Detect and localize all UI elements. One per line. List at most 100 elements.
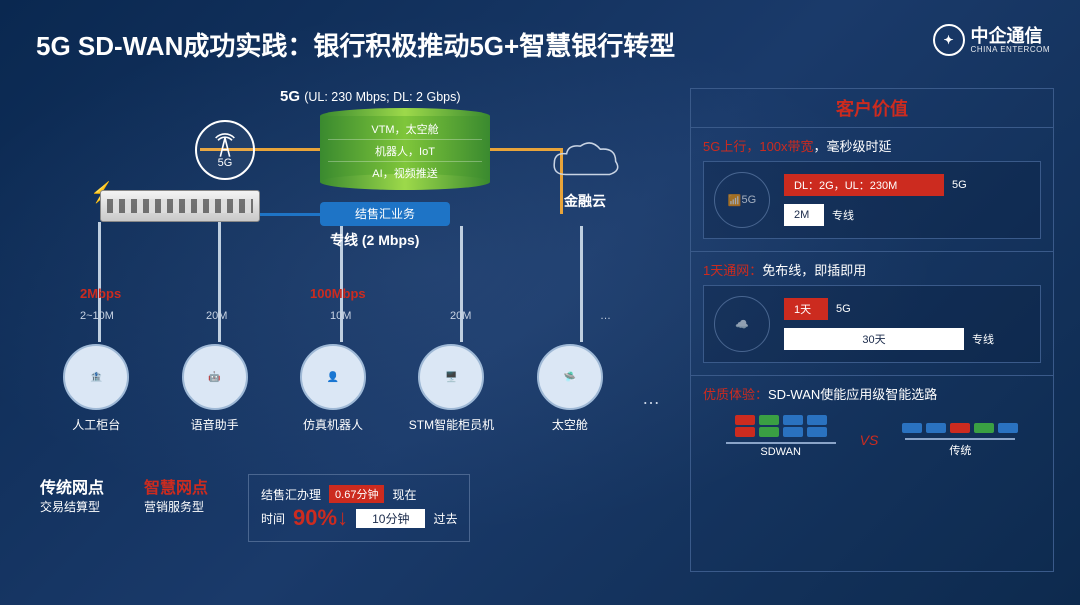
endpoint-2-icon: 👤 xyxy=(300,344,366,410)
cmp-top-label: 结售汇办理 xyxy=(261,486,321,503)
slide-title: 5G SD-WAN成功实践：银行积极推动5G+智慧银行转型 xyxy=(36,26,675,63)
logo-en: CHINA ENTERCOM xyxy=(971,45,1050,54)
cmp-bot-label: 时间 xyxy=(261,510,285,527)
sec2-bar1-tag: 5G xyxy=(836,303,851,315)
wire-router-blue xyxy=(260,213,320,216)
cmp-bot-value: 10分钟 xyxy=(356,509,425,528)
5g-tower-icon: 5G xyxy=(195,120,255,180)
sec2-head-rest: 免布线，即插即用 xyxy=(762,263,866,278)
logo-cn: 中企通信 xyxy=(971,27,1050,45)
network-diagram: ⚡ 5G 5G (UL: 230 Mbps; DL: 2 Gbps) VTM，太… xyxy=(40,80,660,560)
cmp-bot-big: 90%↓ xyxy=(293,505,348,531)
endpoint-4-label: 太空舱 xyxy=(552,416,588,433)
sec1-bar1-red: DL：2G，UL：230M xyxy=(784,174,944,196)
endpoint-4: 🛸 太空舱 xyxy=(524,344,616,433)
sec1-card: 📶5G DL：2G，UL：230M 5G 2M 专线 xyxy=(703,161,1041,239)
compare-right: 智慧网点 营销服务型 xyxy=(144,474,208,515)
cmp-top-note: 现在 xyxy=(392,486,416,503)
cmp-left-sub: 交易结算型 xyxy=(40,498,104,515)
wire-drop-1 xyxy=(98,222,101,342)
cyl-row-0: VTM，太空舱 xyxy=(328,120,482,140)
cmp-left-title: 传统网点 xyxy=(40,474,104,498)
fiveg-spec-label: 5G (UL: 230 Mbps; DL: 2 Gbps) xyxy=(280,88,461,105)
endpoint-4-icon: 🛸 xyxy=(537,344,603,410)
sec1-bar-leased: 2M 专线 xyxy=(784,204,1030,226)
brand-logo: ✦ 中企通信 CHINA ENTERCOM xyxy=(933,24,1050,56)
sec1-bar-5g: DL：2G，UL：230M 5G xyxy=(784,174,1030,196)
compare-metrics-box: 结售汇办理 0.67分钟 现在 时间 90%↓ 10分钟 过去 xyxy=(248,474,470,542)
leased-line-label: 专线 (2 Mbps) xyxy=(330,230,419,250)
compare-left: 传统网点 交易结算型 xyxy=(40,474,104,515)
value-title: 客户价值 xyxy=(691,89,1053,128)
sec3-lanes: SDWAN VS 传统 xyxy=(703,409,1041,458)
cloud-label: 金融云 xyxy=(530,191,640,211)
value-sec-2: 1天通网：免布线，即插即用 ☁️ 1天 5G 30天 专线 xyxy=(691,252,1053,376)
endpoint-1-icon: 🤖 xyxy=(182,344,248,410)
tower-label: 5G xyxy=(218,157,233,169)
cmp-right-sub: 营销服务型 xyxy=(144,498,208,515)
logo-mark-icon: ✦ xyxy=(933,24,965,56)
wire-drop-2 xyxy=(218,222,221,342)
fiveg-spec: (UL: 230 Mbps; DL: 2 Gbps) xyxy=(304,90,460,104)
sec2-bar-leased: 30天 专线 xyxy=(784,328,1030,350)
cmp-bot-note: 过去 xyxy=(433,510,457,527)
sec2-head-red: 1天通网： xyxy=(703,263,762,278)
bw-small-0: 2~10M xyxy=(80,310,114,322)
sec3-head-rest: SD-WAN使能应用级智能选路 xyxy=(768,387,937,402)
cmp-right-title: 智慧网点 xyxy=(144,474,208,498)
router-device xyxy=(100,190,260,222)
endpoint-1-label: 语音助手 xyxy=(191,416,239,433)
sec3-head-red: 优质体验： xyxy=(703,387,768,402)
service-cylinder: VTM，太空舱 机器人，IoT AI，视频推送 xyxy=(320,108,490,190)
endpoint-3-icon: 🖥️ xyxy=(418,344,484,410)
wire-drop-5 xyxy=(580,226,583,342)
lane-left-label: SDWAN xyxy=(760,446,801,458)
sec1-tower-icon: 📶5G xyxy=(714,172,770,228)
fx-business-pill: 结售汇业务 xyxy=(320,202,450,226)
sec2-head: 1天通网：免布线，即插即用 xyxy=(703,260,1041,279)
sec1-head-red: 5G上行，100x带宽 xyxy=(703,139,814,154)
bw-small-3: 20M xyxy=(450,310,471,322)
fiveg-text: 5G xyxy=(280,88,300,105)
sec2-cloud-icon: ☁️ xyxy=(714,296,770,352)
sec1-bar2-tag: 专线 xyxy=(832,207,854,223)
sec2-bar2-tag: 专线 xyxy=(972,331,994,347)
cmp-top-badge: 0.67分钟 xyxy=(329,485,384,503)
value-sec-1: 5G上行，100x带宽，毫秒级时延 📶5G DL：2G，UL：230M 5G 2… xyxy=(691,128,1053,252)
sec2-bar2-white: 30天 xyxy=(784,328,964,350)
sec1-head-rest: ，毫秒级时延 xyxy=(814,139,892,154)
sec2-bar1-red: 1天 xyxy=(784,298,828,320)
bw-red-left: 2Mbps xyxy=(80,286,121,301)
sec2-card: ☁️ 1天 5G 30天 专线 xyxy=(703,285,1041,363)
cyl-row-2: AI，视频推送 xyxy=(328,164,482,184)
bw-small-4: … xyxy=(600,310,611,322)
sec2-bar-5g: 1天 5G xyxy=(784,298,1030,320)
wire-drop-4 xyxy=(460,226,463,342)
lane-right-label: 传统 xyxy=(949,442,971,458)
value-sec-3: 优质体验：SD-WAN使能应用级智能选路 SDWAN VS 传统 xyxy=(691,376,1053,470)
endpoint-row: 🏦 人工柜台 🤖 语音助手 👤 仿真机器人 🖥️ STM智能柜员机 🛸 太空舱 … xyxy=(40,344,660,433)
endpoint-1: 🤖 语音助手 xyxy=(168,344,260,433)
endpoint-more-icon: … xyxy=(642,388,660,409)
sec1-bar1-tag: 5G xyxy=(952,179,967,191)
bw-small-2: 10M xyxy=(330,310,351,322)
endpoint-3: 🖥️ STM智能柜员机 xyxy=(405,344,497,433)
endpoint-2: 👤 仿真机器人 xyxy=(287,344,379,433)
endpoint-2-label: 仿真机器人 xyxy=(303,416,363,433)
bw-small-1: 20M xyxy=(206,310,227,322)
vs-label: VS xyxy=(860,432,879,458)
endpoint-0: 🏦 人工柜台 xyxy=(50,344,142,433)
sec3-head: 优质体验：SD-WAN使能应用级智能选路 xyxy=(703,384,1041,403)
endpoint-3-label: STM智能柜员机 xyxy=(409,416,494,433)
finance-cloud: 金融云 xyxy=(530,140,640,211)
sec1-head: 5G上行，100x带宽，毫秒级时延 xyxy=(703,136,1041,155)
compare-section: 传统网点 交易结算型 智慧网点 营销服务型 结售汇办理 0.67分钟 现在 时间… xyxy=(40,474,470,542)
sec1-bar2-white: 2M xyxy=(784,204,824,226)
lane-traditional: 传统 xyxy=(902,423,1018,458)
customer-value-panel: 客户价值 5G上行，100x带宽，毫秒级时延 📶5G DL：2G，UL：230M… xyxy=(690,88,1054,572)
endpoint-0-icon: 🏦 xyxy=(63,344,129,410)
cyl-row-1: 机器人，IoT xyxy=(328,142,482,162)
endpoint-0-label: 人工柜台 xyxy=(72,416,120,433)
bw-red-right: 100Mbps xyxy=(310,286,366,301)
lane-sdwan: SDWAN xyxy=(726,415,836,458)
